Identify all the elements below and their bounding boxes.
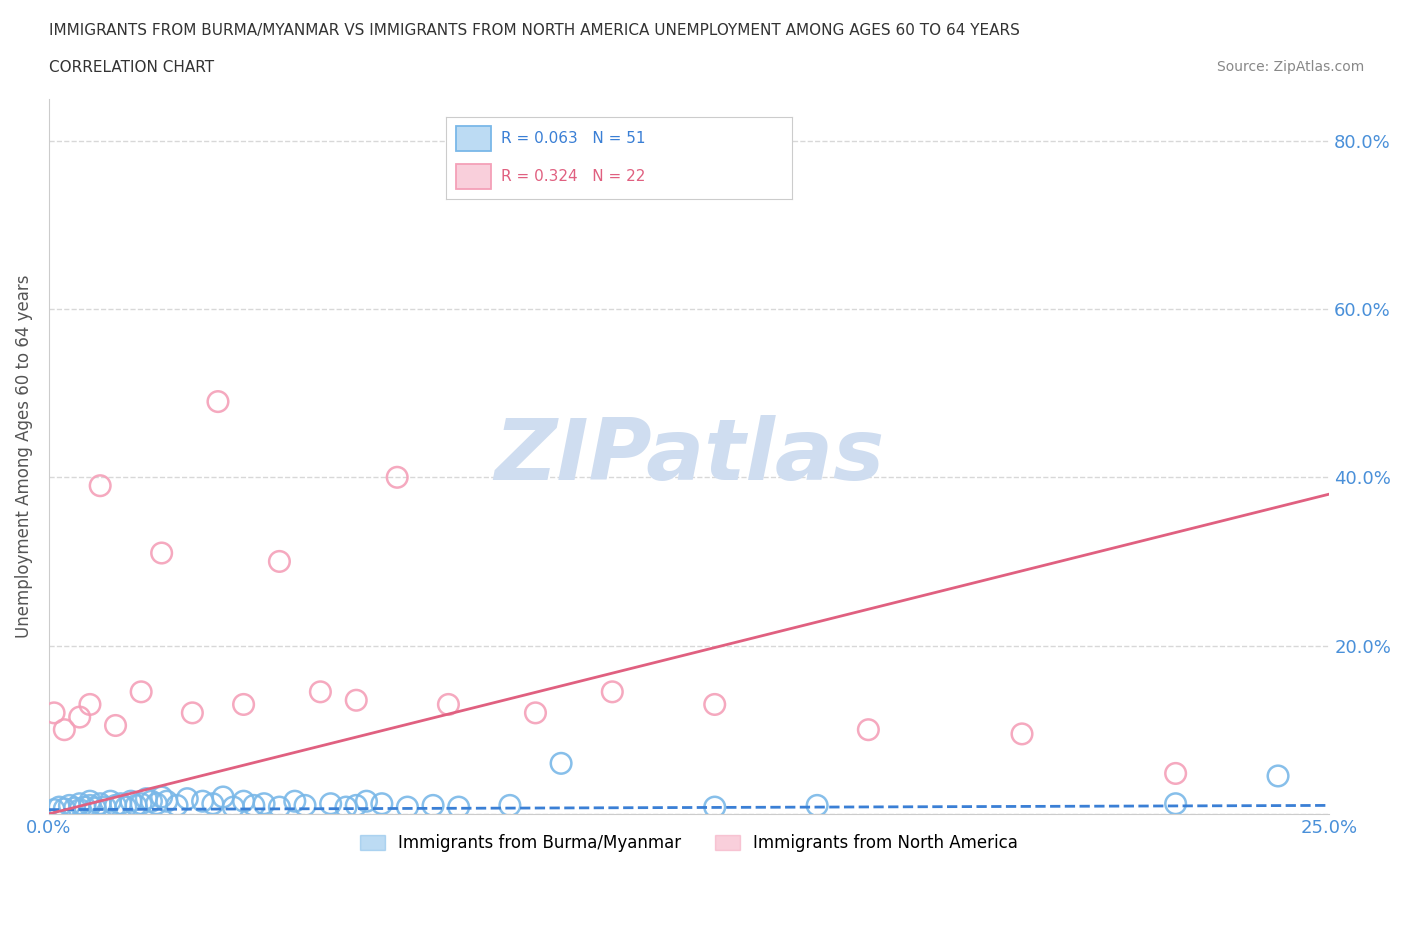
Point xyxy=(269,554,291,569)
Point xyxy=(232,794,254,809)
Point xyxy=(550,756,572,771)
Point xyxy=(129,796,152,811)
Point xyxy=(150,546,173,561)
Point xyxy=(524,706,547,721)
Text: CORRELATION CHART: CORRELATION CHART xyxy=(49,60,214,75)
Point xyxy=(191,794,214,809)
Point xyxy=(69,796,91,811)
Point xyxy=(166,798,188,813)
Point xyxy=(89,478,111,493)
Point xyxy=(63,801,86,816)
Point xyxy=(207,394,229,409)
Point xyxy=(104,798,127,813)
Point xyxy=(437,697,460,711)
Point xyxy=(396,800,419,815)
Point xyxy=(181,706,204,721)
Point xyxy=(253,796,276,811)
Text: ZIPatlas: ZIPatlas xyxy=(494,415,884,498)
Point xyxy=(422,798,444,813)
Point xyxy=(703,800,725,815)
Point xyxy=(371,796,394,811)
Point xyxy=(447,800,470,815)
Point xyxy=(94,800,117,815)
Point xyxy=(104,718,127,733)
Point xyxy=(58,798,80,813)
Y-axis label: Unemployment Among Ages 60 to 64 years: Unemployment Among Ages 60 to 64 years xyxy=(15,274,32,638)
Legend: Immigrants from Burma/Myanmar, Immigrants from North America: Immigrants from Burma/Myanmar, Immigrant… xyxy=(353,828,1025,859)
Point xyxy=(1164,766,1187,781)
Point xyxy=(1011,726,1033,741)
Point xyxy=(79,794,101,809)
Point xyxy=(69,803,91,817)
Point xyxy=(243,798,266,813)
Point xyxy=(141,794,163,809)
Point xyxy=(53,802,76,817)
Point xyxy=(806,798,828,813)
Point xyxy=(499,798,522,813)
Point xyxy=(79,697,101,711)
Text: Source: ZipAtlas.com: Source: ZipAtlas.com xyxy=(1216,60,1364,74)
Point xyxy=(269,800,291,815)
Point xyxy=(84,801,107,816)
Point xyxy=(110,796,132,811)
Point xyxy=(284,794,307,809)
Point xyxy=(79,798,101,813)
Point xyxy=(129,684,152,699)
Point xyxy=(1164,796,1187,811)
Point xyxy=(89,796,111,811)
Point xyxy=(100,794,122,809)
Point xyxy=(145,796,167,811)
Point xyxy=(703,697,725,711)
Point xyxy=(212,790,235,804)
Point xyxy=(344,798,367,813)
Point xyxy=(42,803,65,817)
Point xyxy=(125,798,148,813)
Point xyxy=(858,723,880,737)
Point xyxy=(53,723,76,737)
Point xyxy=(1267,768,1289,783)
Point xyxy=(294,798,316,813)
Point xyxy=(232,697,254,711)
Point xyxy=(344,693,367,708)
Point xyxy=(319,796,342,811)
Point xyxy=(201,796,224,811)
Point xyxy=(48,800,70,815)
Point xyxy=(309,684,332,699)
Point xyxy=(150,790,173,804)
Point xyxy=(114,800,136,815)
Text: IMMIGRANTS FROM BURMA/MYANMAR VS IMMIGRANTS FROM NORTH AMERICA UNEMPLOYMENT AMON: IMMIGRANTS FROM BURMA/MYANMAR VS IMMIGRA… xyxy=(49,23,1021,38)
Point xyxy=(356,794,378,809)
Point xyxy=(387,470,409,485)
Point xyxy=(600,684,623,699)
Point xyxy=(135,791,157,806)
Point xyxy=(156,794,179,809)
Point xyxy=(176,791,198,806)
Point xyxy=(42,706,65,721)
Point xyxy=(69,710,91,724)
Point xyxy=(335,800,357,815)
Point xyxy=(120,794,142,809)
Point xyxy=(73,800,96,815)
Point xyxy=(222,800,245,815)
